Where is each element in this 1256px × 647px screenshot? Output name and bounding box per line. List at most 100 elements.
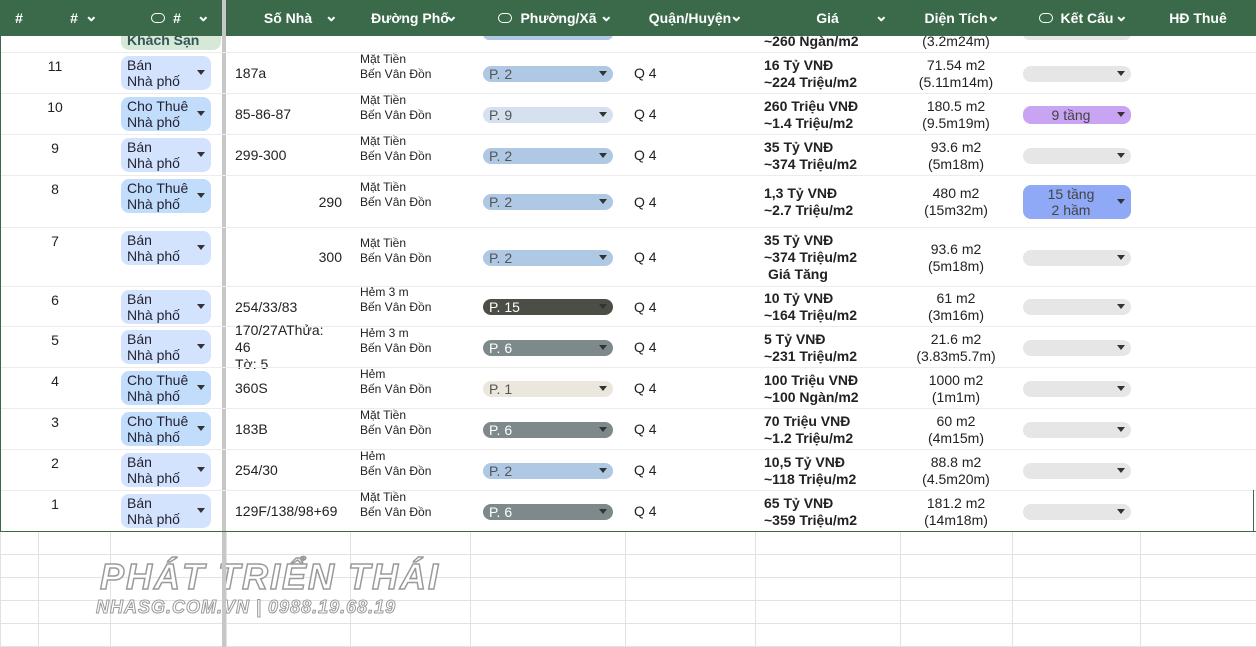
type-chip[interactable]: Bán Nhà phố — [121, 56, 211, 90]
column-header[interactable]: Đường Phố ⌄ — [350, 0, 470, 36]
header-label: Quận/Huyện — [648, 10, 732, 26]
type-chip[interactable]: Bán Nhà phố — [121, 453, 211, 487]
dropdown-arrow — [1117, 508, 1125, 514]
ward-chip[interactable]: P. 2 — [483, 249, 613, 266]
grid-line — [470, 531, 471, 647]
filter-icon[interactable]: ⌄ — [324, 8, 338, 25]
filter-icon[interactable]: ⌄ — [444, 8, 458, 25]
district: Q 4 — [634, 503, 657, 519]
type-chip[interactable]: Cho Thuê Nhà phố — [121, 97, 211, 131]
price: 65 Tỷ VNĐ ~359 Triệu/m2 — [764, 491, 857, 532]
table-row: 11 Bán Nhà phố 187a Mặt Tiền Bến Vân Đồn P. 2 Q… — [0, 52, 1256, 93]
area: 93.6 m2 (5m18m) — [900, 228, 1012, 287]
structure-chip[interactable] — [1023, 249, 1131, 266]
ward-chip[interactable]: P. 1 — [483, 380, 613, 397]
column-header[interactable]: HĐ Thuê — [1140, 0, 1256, 36]
type-line: Nhà phố — [127, 155, 180, 171]
street: Mặt Tiền Bến Vân Đồn — [360, 228, 431, 273]
structure-chip[interactable] — [1023, 299, 1131, 315]
price: 35 Tỷ VNĐ ~374 Triệu/m2 Giá Tăng — [764, 228, 857, 287]
area: 480 m2 (15m32m) — [900, 176, 1012, 228]
column-header[interactable]: Giá ⌄ — [755, 0, 900, 36]
type-chip[interactable]: Cho Thuê Nhà phố — [121, 179, 211, 213]
column-header[interactable]: Diện Tích ⌄ — [900, 0, 1012, 36]
structure-chip[interactable] — [1023, 462, 1131, 479]
column-header[interactable]: Phường/Xã ⌄ — [470, 0, 625, 36]
filter-icon[interactable]: ⌄ — [599, 8, 613, 25]
ward-chip[interactable]: P. 2 — [483, 65, 613, 82]
ward-chip[interactable]: P. 2 — [483, 147, 613, 164]
structure-chip[interactable] — [1023, 65, 1131, 82]
filter-icon[interactable]: ⌄ — [84, 8, 98, 25]
ward-chip[interactable]: P. 2 — [483, 194, 613, 210]
ward-chip[interactable]: P. 6 — [483, 503, 613, 520]
street-line: Bến Vân Đồn — [360, 422, 432, 437]
street: Hẻm 3 m Bến Vân Đồn — [360, 285, 431, 314]
ward-label: P. 6 — [489, 503, 513, 520]
street-line: Hẻm 3 m — [360, 325, 409, 340]
address-line: 290 — [318, 193, 342, 210]
dropdown-arrow — [1117, 385, 1125, 391]
grid-line — [350, 531, 351, 647]
type-chip[interactable]: Cho Thuê Nhà phố — [121, 412, 211, 446]
price: 1,3 Tỷ VNĐ ~2.7 Triệu/m2 — [764, 176, 853, 228]
column-header[interactable]: # — [0, 0, 38, 36]
type-chip[interactable]: Bán Nhà phố — [121, 231, 211, 265]
filter-icon[interactable]: ⌄ — [729, 8, 743, 25]
price-line: ~231 Triệu/m2 — [764, 347, 858, 364]
header-label: Phường/Xã — [520, 10, 597, 26]
ward-chip[interactable]: P. 6 — [483, 339, 613, 356]
filter-icon[interactable]: ⌄ — [1114, 8, 1128, 25]
street: Mặt Tiền Bến Vân Đồn — [360, 408, 432, 437]
column-header[interactable]: # ⌄ — [38, 0, 110, 36]
structure-chip[interactable] — [1023, 421, 1131, 438]
structure-chip[interactable] — [1023, 147, 1131, 164]
structure-chip[interactable] — [1023, 339, 1131, 356]
ward-chip[interactable]: P. 15 — [483, 299, 613, 315]
price-line: ~374 Triệu/m2 — [764, 249, 858, 265]
ward-chip[interactable]: P. 2 — [483, 462, 613, 479]
ward-label: P. 15 — [489, 299, 520, 315]
dropdown-arrow — [1117, 344, 1125, 350]
street-line: Bến Vân Đồn — [360, 107, 432, 122]
column-header[interactable]: Số Nhà ⌄ — [226, 0, 350, 36]
dropdown-arrow — [1117, 199, 1125, 204]
filter-icon[interactable]: ⌄ — [196, 8, 210, 25]
address-line: 129F/138/98+69 — [235, 503, 338, 519]
filter-icon[interactable]: ⌄ — [874, 8, 888, 25]
dropdown-arrow — [197, 111, 205, 116]
type-chip[interactable]: Cho Thuê Nhà phố — [121, 371, 211, 405]
table-row: 2 Bán Nhà phố 254/30 Hẻm Bến Vân Đồn P. 2 Q 4 10… — [0, 449, 1256, 490]
type-chip[interactable]: Bán Nhà phố — [121, 494, 211, 528]
structure-chip[interactable] — [1023, 503, 1131, 520]
structure-chip[interactable]: 15 tầng 2 hầm — [1023, 185, 1131, 219]
type-chip[interactable]: Bán Nhà phố — [121, 330, 211, 364]
dropdown-arrow — [599, 111, 607, 117]
type-line: Nhà phố — [127, 73, 180, 89]
column-header[interactable]: Kết Cấu ⌄ — [1012, 0, 1140, 36]
street: Mặt Tiền Bến Vân Đồn — [360, 134, 431, 163]
row-number: 5 — [51, 332, 59, 348]
price-line: ~118 Triệu/m2 — [764, 470, 857, 487]
type-chip[interactable]: Bán Nhà phố — [121, 290, 211, 324]
type-chip[interactable]: Bán Nhà phố — [121, 138, 211, 172]
row-number: 3 — [51, 414, 59, 430]
type-line: Nhà phố — [127, 248, 180, 264]
column-header[interactable]: Quận/Huyện ⌄ — [625, 0, 755, 36]
price-line: 10 Tỷ VNĐ — [764, 290, 834, 306]
dropdown-arrow — [599, 152, 607, 158]
ward-chip[interactable]: P. 6 — [483, 421, 613, 438]
filter-icon[interactable]: ⌄ — [986, 8, 1000, 25]
ward-chip[interactable]: P. 9 — [483, 106, 613, 123]
column-header[interactable]: # ⌄ — [110, 0, 222, 36]
district: Q 4 — [634, 298, 657, 315]
address-line: 254/33/83 — [235, 298, 298, 315]
street-line: Mặt Tiền — [360, 180, 407, 194]
structure-chip[interactable]: 9 tầng — [1023, 105, 1131, 124]
structure-chip[interactable] — [1023, 380, 1131, 397]
price: ~260 Ngàn/m2 — [764, 33, 859, 49]
dropdown-arrow — [197, 245, 205, 250]
district: Q 4 — [634, 462, 657, 478]
dropdown-arrow — [197, 344, 205, 349]
